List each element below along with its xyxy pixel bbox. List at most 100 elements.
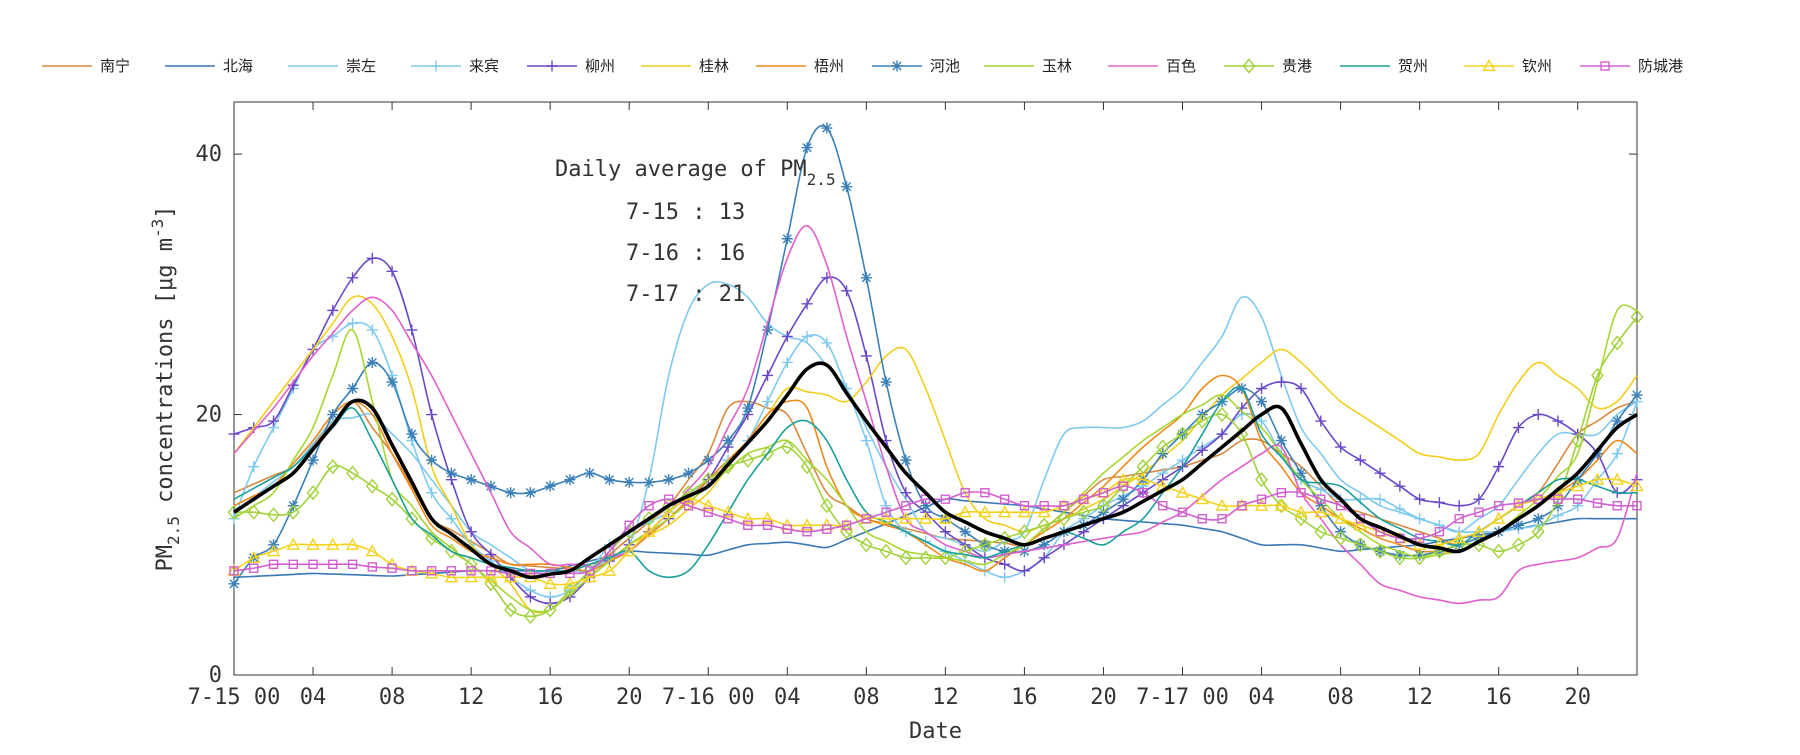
series-point: [1079, 494, 1089, 504]
axis-ticks: 7-15 00 04 08 12 16 20 7-16 00 04 08 12 16 20 7-17 0…: [188, 102, 1637, 710]
series-point: [485, 480, 497, 492]
x-tick-label: 20: [1090, 685, 1117, 710]
series-point: [1493, 461, 1505, 473]
series-point: [958, 505, 972, 518]
series-point: [1394, 503, 1406, 515]
daily-average-annotation: Daily average of PM2.5 7-15 : 13 7-16 : …: [555, 157, 836, 307]
series-point: [860, 350, 872, 362]
y-axis-title-rest: concentrations [μg m: [153, 238, 178, 516]
series-layer: [227, 122, 1644, 624]
series-point: [484, 570, 498, 583]
series-point: [1630, 309, 1644, 325]
series-point: [1216, 428, 1228, 440]
legend-label: 防城港: [1638, 57, 1683, 75]
series-point: [881, 507, 891, 517]
series-point: [622, 544, 636, 557]
legend-label: 河池: [930, 57, 960, 75]
series-point: [980, 487, 990, 498]
series-point: [1039, 501, 1049, 511]
series-point: [268, 415, 280, 427]
series-point: [346, 465, 359, 481]
series-point: [1434, 527, 1445, 537]
series-point: [1256, 383, 1268, 394]
series-point: [742, 402, 754, 414]
series-point: [1333, 511, 1348, 524]
series-point: [1474, 507, 1484, 517]
series-point: [743, 520, 753, 530]
series-point: [1454, 514, 1464, 524]
y-tick-label: 20: [196, 403, 223, 428]
series-point: [1394, 480, 1406, 492]
series-point: [1511, 498, 1526, 511]
series-point: [543, 576, 557, 589]
series-point: [1314, 505, 1328, 518]
series-point: [445, 513, 457, 525]
series-point: [465, 526, 477, 538]
series-point: [782, 524, 792, 534]
series-point: [366, 324, 378, 336]
series-point: [523, 608, 537, 624]
series-point: [247, 550, 261, 563]
series-point: [426, 409, 438, 421]
series-point: [385, 491, 399, 507]
series-point: [308, 559, 318, 570]
series-point: [918, 511, 933, 524]
series-point: [1335, 441, 1347, 453]
annotation-title-main: Daily average of PM: [555, 157, 807, 182]
series-point: [386, 265, 398, 277]
series-point: [939, 526, 951, 538]
series-point: [486, 566, 496, 576]
series-6: [233, 295, 1638, 614]
legend-item: 钦州: [1464, 57, 1552, 75]
series-point: [1492, 543, 1506, 559]
legend-item: 北海: [165, 57, 253, 75]
annotation-line-7-16: 7-16 : 16: [626, 241, 745, 266]
series-point: [642, 524, 656, 537]
series-point: [288, 559, 298, 570]
series-point: [938, 550, 952, 566]
legend-label: 南宁: [100, 57, 130, 75]
series-point: [1552, 509, 1564, 521]
series-point: [1077, 504, 1091, 520]
series-point: [1631, 389, 1643, 401]
series-point: [624, 520, 634, 530]
series-point: [1315, 415, 1327, 427]
legend-item: 桂林: [641, 57, 729, 75]
x-tick-label: 16: [1485, 685, 1512, 710]
legend-item: 贺州: [1340, 57, 1428, 75]
series-point: [387, 563, 397, 573]
series-point: [1195, 492, 1209, 505]
series-point: [1591, 448, 1603, 460]
y-axis-title-main: PM: [153, 545, 178, 572]
x-tick-label: 04: [1248, 685, 1275, 710]
series-point: [286, 504, 300, 520]
legend-label: 百色: [1166, 57, 1196, 75]
series-point: [1294, 505, 1308, 518]
plot-frame: [233, 101, 1638, 676]
series-point: [1176, 426, 1189, 442]
legend-item: 防城港: [1580, 57, 1683, 75]
series-point: [822, 524, 832, 534]
series-point: [1414, 493, 1426, 505]
series-point: [1037, 517, 1051, 533]
x-axis-title: Date: [909, 719, 962, 744]
y-tick-label: 40: [196, 142, 223, 167]
series-point: [760, 511, 775, 524]
legend-marker: [430, 60, 442, 72]
legend-label: 梧州: [814, 57, 844, 75]
series-point: [841, 520, 852, 530]
series-point: [268, 559, 279, 570]
series-point: [286, 537, 300, 550]
series-point: [1255, 472, 1268, 488]
series-point: [306, 537, 320, 550]
legend-label: 崇左: [346, 57, 376, 75]
series-point: [1295, 383, 1307, 394]
x-tick-label: 16: [1011, 685, 1038, 710]
series-point: [445, 467, 457, 479]
series-point: [879, 543, 893, 559]
legend-marker: [1242, 58, 1256, 74]
series-point: [1611, 415, 1623, 427]
series-point: [1353, 537, 1367, 553]
series-point: [901, 501, 911, 511]
series-point: [1275, 435, 1287, 447]
